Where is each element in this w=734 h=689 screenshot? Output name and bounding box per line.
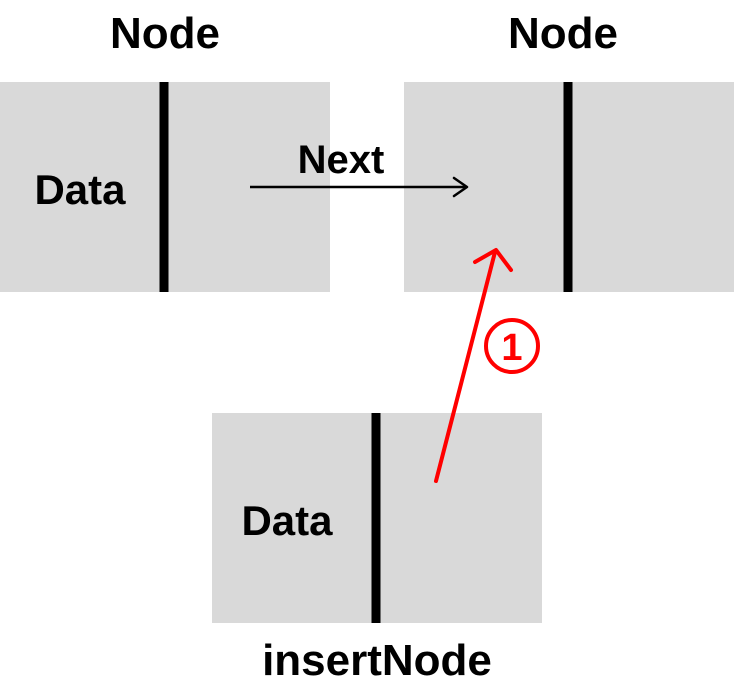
right-node: Node bbox=[404, 9, 734, 292]
next-label: Next bbox=[298, 138, 385, 182]
step-arrow-shaft bbox=[434, 250, 497, 483]
right-node-title: Node bbox=[508, 9, 618, 58]
left-node-title: Node bbox=[110, 9, 220, 58]
left-node: Node Data bbox=[0, 9, 330, 292]
left-node-data-label: Data bbox=[34, 166, 126, 213]
step-arrow-head-icon bbox=[473, 248, 513, 272]
insert-node-data-label: Data bbox=[241, 497, 333, 544]
step-1-arrow: 1 bbox=[434, 248, 540, 483]
insert-node: Data insertNode bbox=[212, 413, 542, 685]
step-marker-circle bbox=[484, 318, 540, 374]
step-marker-number: 1 bbox=[501, 327, 522, 369]
next-arrow-head-icon bbox=[452, 176, 469, 198]
insert-node-caption: insertNode bbox=[262, 636, 492, 685]
next-pointer-arrow: Next bbox=[250, 138, 469, 198]
